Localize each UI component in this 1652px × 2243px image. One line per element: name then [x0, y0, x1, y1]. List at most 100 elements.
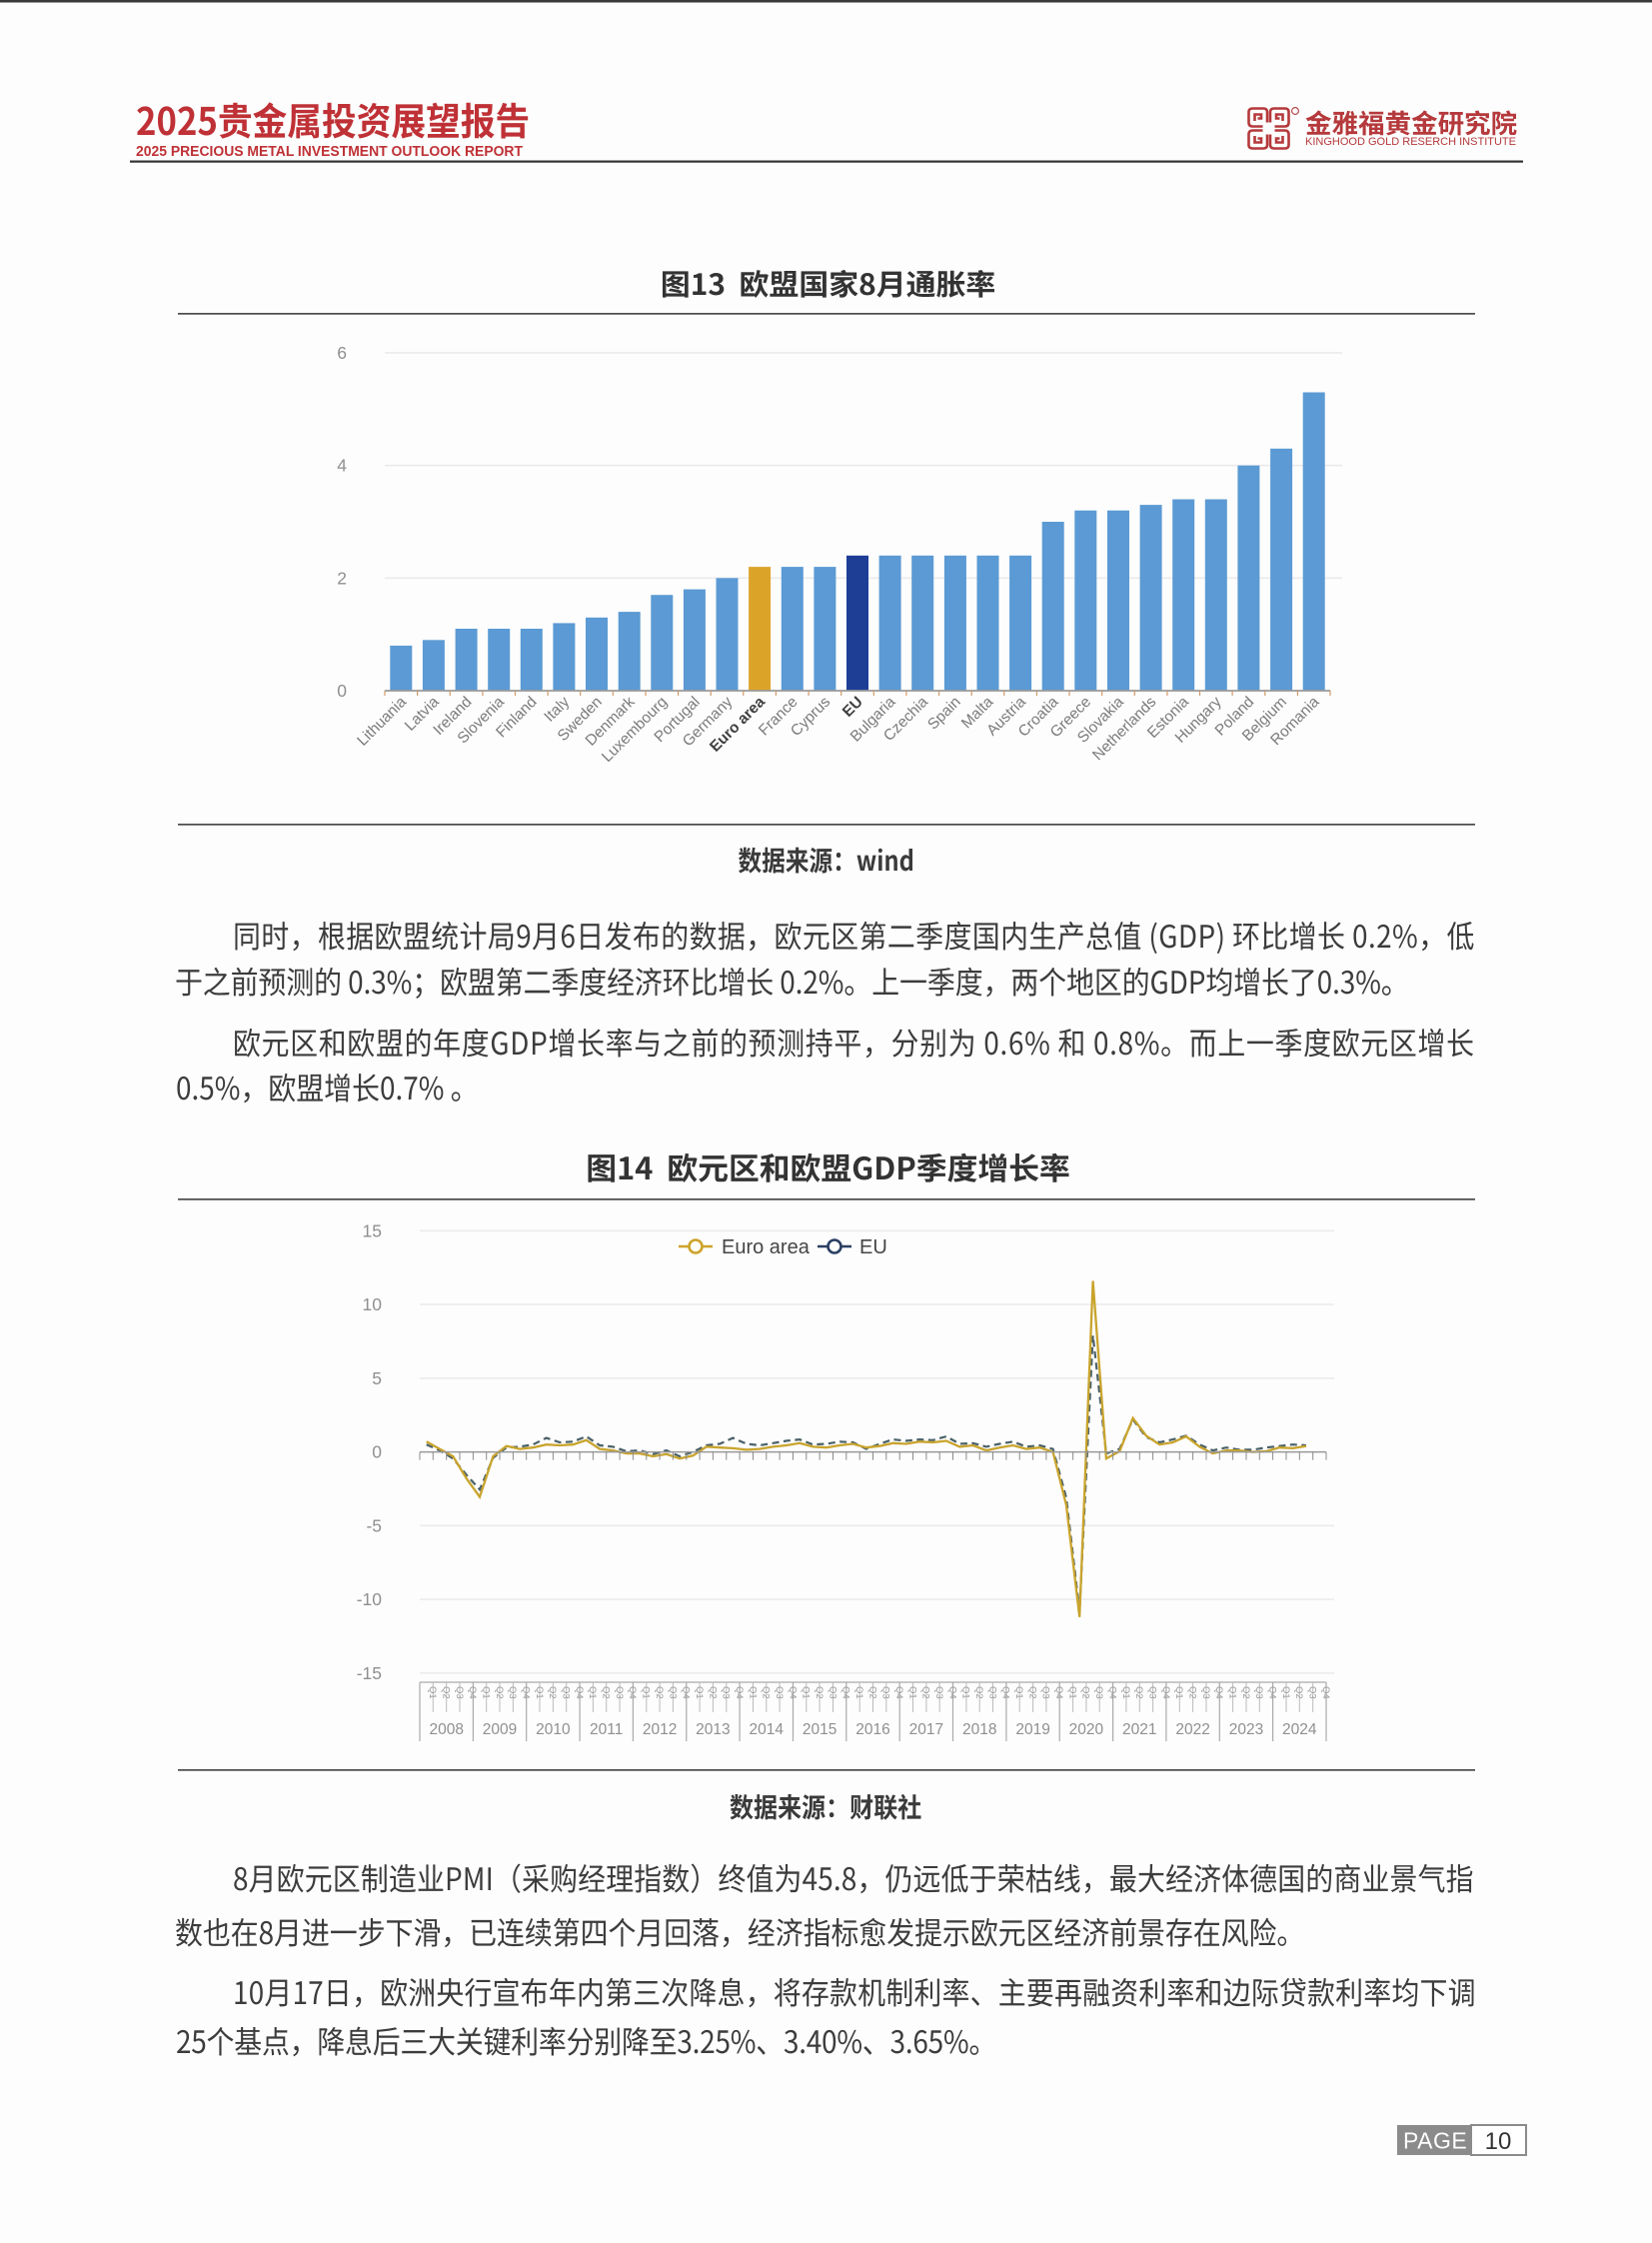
svg-text:Q2: Q2: [1293, 1686, 1304, 1699]
svg-text:PAGE: PAGE: [1403, 2128, 1467, 2154]
svg-text:Q3: Q3: [774, 1686, 785, 1699]
svg-text:EU: EU: [859, 1236, 887, 1258]
svg-text:Spain: Spain: [924, 694, 964, 734]
svg-text:Q4: Q4: [1000, 1686, 1011, 1699]
svg-text:Q3: Q3: [721, 1686, 732, 1699]
svg-text:5: 5: [372, 1368, 382, 1388]
svg-text:Q2: Q2: [814, 1686, 825, 1699]
svg-text:Q4: Q4: [840, 1686, 851, 1699]
svg-text:Q1: Q1: [1066, 1686, 1077, 1699]
svg-text:2013: 2013: [696, 1721, 730, 1738]
svg-text:Q2: Q2: [707, 1686, 718, 1699]
svg-text:Q3: Q3: [561, 1686, 572, 1699]
svg-text:Q1: Q1: [1280, 1686, 1291, 1699]
svg-text:Q4: Q4: [1213, 1686, 1224, 1699]
svg-text:Q3: Q3: [880, 1686, 891, 1699]
svg-text:4: 4: [337, 456, 347, 476]
svg-text:Q2: Q2: [1240, 1686, 1251, 1699]
svg-text:Q2: Q2: [866, 1686, 877, 1699]
svg-text:6: 6: [337, 343, 347, 363]
svg-text:Q1: Q1: [641, 1686, 652, 1699]
svg-text:Q4: Q4: [946, 1686, 957, 1699]
svg-text:Q2: Q2: [973, 1686, 984, 1699]
svg-text:Q2: Q2: [494, 1686, 505, 1699]
svg-text:-5: -5: [366, 1515, 382, 1535]
svg-text:KINGHOOD GOLD RESERCH INSTITUT: KINGHOOD GOLD RESERCH INSTITUTE: [1305, 136, 1516, 148]
svg-text:2020: 2020: [1069, 1721, 1104, 1738]
svg-text:10: 10: [363, 1294, 383, 1314]
svg-text:Q3: Q3: [1307, 1686, 1318, 1699]
svg-text:Q4: Q4: [627, 1686, 638, 1699]
svg-text:Q4: Q4: [574, 1686, 585, 1699]
svg-text:Q3: Q3: [826, 1686, 837, 1699]
svg-text:Q4: Q4: [734, 1686, 745, 1699]
svg-text:Q4: Q4: [467, 1686, 478, 1699]
svg-text:Q1: Q1: [1013, 1686, 1024, 1699]
svg-text:Q3: Q3: [1253, 1686, 1264, 1699]
svg-text:Q2: Q2: [1080, 1686, 1091, 1699]
svg-text:2: 2: [337, 568, 347, 588]
svg-text:Q4: Q4: [1160, 1686, 1171, 1699]
svg-text:Q3: Q3: [1040, 1686, 1051, 1699]
svg-text:Q1: Q1: [960, 1686, 971, 1699]
svg-text:Q3: Q3: [1200, 1686, 1211, 1699]
svg-text:2017: 2017: [909, 1721, 943, 1738]
svg-text:2023: 2023: [1229, 1721, 1263, 1738]
svg-text:Q1: Q1: [534, 1686, 545, 1699]
svg-text:2025 PRECIOUS METAL INVESTME: 2025 PRECIOUS METAL INVESTMENT OUTLOOK R…: [136, 143, 524, 160]
svg-text:-15: -15: [357, 1663, 382, 1683]
svg-text:Q4: Q4: [1053, 1686, 1064, 1699]
svg-text:Q4: Q4: [1320, 1686, 1331, 1699]
svg-text:Q1: Q1: [801, 1686, 812, 1699]
svg-text:Q3: Q3: [1093, 1686, 1104, 1699]
svg-text:2016: 2016: [855, 1721, 889, 1738]
svg-text:Q4: Q4: [1267, 1686, 1278, 1699]
svg-text:Q1: Q1: [694, 1686, 705, 1699]
svg-text:2015: 2015: [803, 1721, 836, 1738]
svg-text:Q1: Q1: [427, 1686, 438, 1699]
svg-text:Q2: Q2: [1133, 1686, 1144, 1699]
svg-text:Q1: Q1: [747, 1686, 758, 1699]
svg-text:Q1: Q1: [587, 1686, 598, 1699]
svg-text:Q2: Q2: [441, 1686, 452, 1699]
svg-text:2009: 2009: [483, 1721, 517, 1738]
svg-text:0: 0: [372, 1442, 382, 1462]
svg-text:Q3: Q3: [933, 1686, 944, 1699]
svg-text:Q3: Q3: [614, 1686, 625, 1699]
svg-text:Q2: Q2: [654, 1686, 665, 1699]
svg-text:-10: -10: [357, 1589, 383, 1609]
svg-text:0: 0: [337, 681, 347, 701]
svg-text:Q2: Q2: [1026, 1686, 1037, 1699]
svg-text:15: 15: [363, 1220, 382, 1240]
svg-text:EU: EU: [839, 694, 866, 721]
svg-text:2024: 2024: [1282, 1721, 1317, 1738]
svg-text:Q2: Q2: [1186, 1686, 1197, 1699]
svg-text:Q4: Q4: [1106, 1686, 1117, 1699]
svg-text:Q4: Q4: [787, 1686, 798, 1699]
svg-text:Q3: Q3: [667, 1686, 678, 1699]
svg-text:Q2: Q2: [920, 1686, 931, 1699]
svg-text:2019: 2019: [1015, 1721, 1049, 1738]
svg-text:2021: 2021: [1122, 1721, 1156, 1738]
svg-text:Q1: Q1: [906, 1686, 917, 1699]
svg-text:Q2: Q2: [761, 1686, 772, 1699]
svg-text:Q3: Q3: [1146, 1686, 1157, 1699]
svg-text:10: 10: [1485, 2128, 1512, 2155]
svg-text:Q1: Q1: [1227, 1686, 1238, 1699]
svg-text:2018: 2018: [962, 1721, 996, 1738]
svg-text:2014: 2014: [750, 1721, 785, 1738]
svg-text:Q3: Q3: [507, 1686, 518, 1699]
svg-text:Q1: Q1: [481, 1686, 492, 1699]
svg-text:Q4: Q4: [893, 1686, 904, 1699]
svg-text:Euro area: Euro area: [722, 1236, 811, 1258]
svg-text:2011: 2011: [590, 1721, 623, 1738]
svg-text:Q1: Q1: [1173, 1686, 1184, 1699]
svg-text:Q3: Q3: [986, 1686, 997, 1699]
svg-text:Q2: Q2: [547, 1686, 558, 1699]
svg-text:Q4: Q4: [681, 1686, 692, 1699]
svg-text:Q3: Q3: [454, 1686, 465, 1699]
svg-text:Q1: Q1: [853, 1686, 864, 1699]
svg-text:2022: 2022: [1175, 1721, 1209, 1738]
svg-text:2008: 2008: [429, 1721, 463, 1738]
svg-text:2012: 2012: [643, 1721, 677, 1738]
